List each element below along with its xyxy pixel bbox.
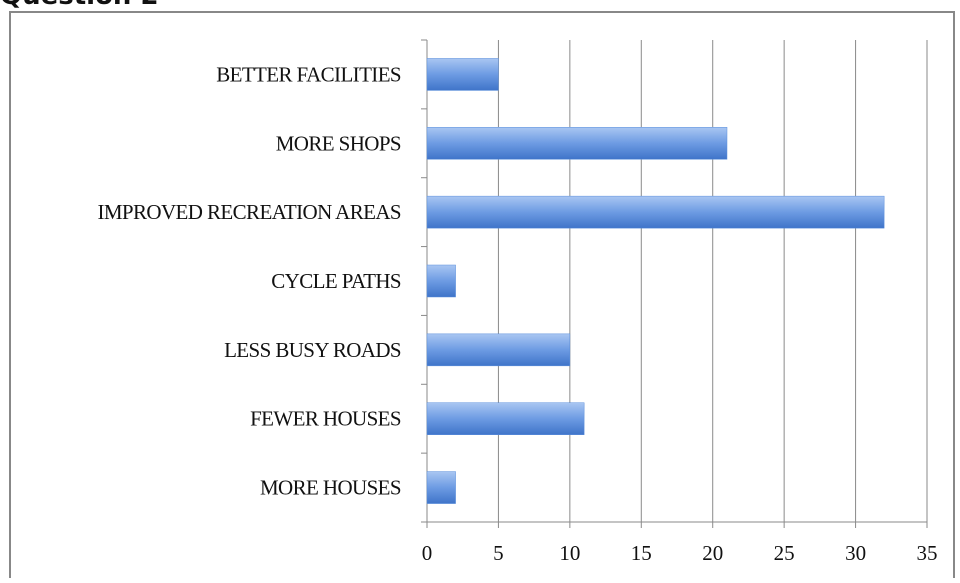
y-tick-label: CYCLE PATHS: [271, 269, 401, 293]
bar: [426, 333, 571, 367]
y-tick-label: MORE SHOPS: [276, 131, 401, 155]
x-tick-label: 15: [631, 541, 652, 565]
x-tick-label: 5: [493, 541, 504, 565]
x-tick-label: 30: [845, 541, 866, 565]
bar: [426, 127, 728, 160]
x-tick-label: 0: [422, 541, 433, 565]
x-tick-label: 35: [917, 541, 938, 565]
y-tick-label: BETTER FACILITIES: [216, 62, 401, 86]
bar: [426, 195, 885, 229]
bar: [426, 402, 585, 435]
bar: [426, 264, 456, 298]
y-tick-label: IMPROVED RECREATION AREAS: [97, 200, 401, 224]
x-tick-label: 20: [702, 541, 723, 565]
y-tick-label: FEWER HOUSES: [250, 407, 401, 431]
x-tick-label: 10: [559, 541, 580, 565]
x-tick-label: 25: [774, 541, 795, 565]
bar: [426, 58, 499, 91]
bar: [426, 471, 456, 504]
y-tick-label: LESS BUSY ROADS: [224, 338, 401, 362]
heading: Question 2: [0, 0, 159, 11]
chart-frame: [9, 11, 955, 583]
y-tick-label: MORE HOUSES: [260, 476, 401, 500]
